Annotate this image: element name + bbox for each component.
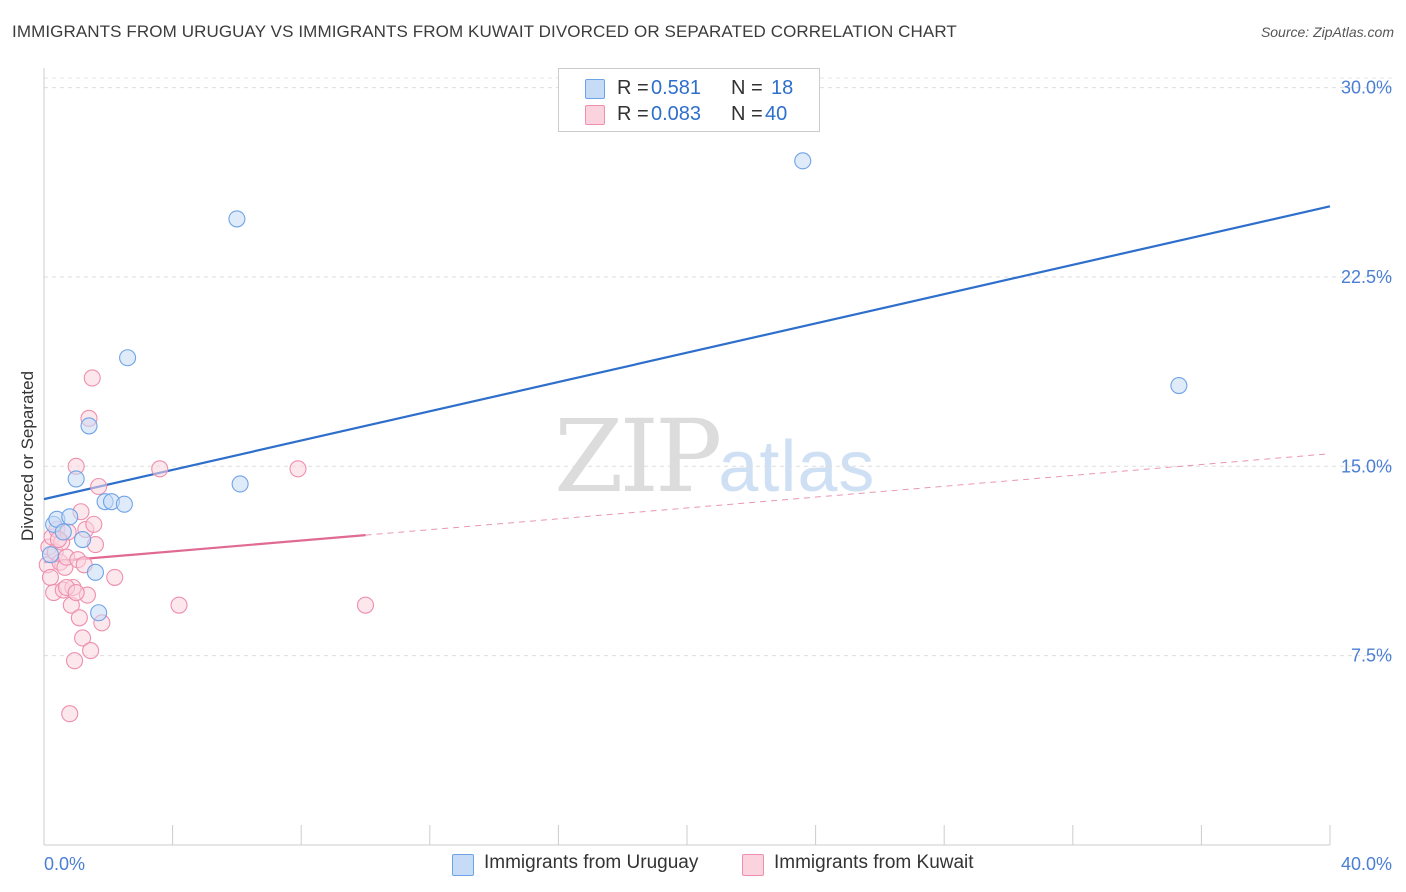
legend-r-label: R = [617, 77, 649, 99]
y-tick-label: 15.0% [1341, 456, 1392, 476]
y-axis-label: Divorced or Separated [18, 371, 37, 541]
kuwait-point [289, 460, 307, 478]
correlation-legend: R = 0.581 N = 18 R = 0.083 N = 40 [558, 68, 820, 132]
legend-n-value-kuwait: 40 [765, 103, 788, 125]
kuwait-point [83, 369, 101, 387]
kuwait-trend-extension [365, 453, 1331, 536]
label-layer: 7.5% 15.0% 22.5% 30.0% 0.0% 40.0% Divorced or … [18, 78, 1392, 874]
legend-r-value-kuwait: 0.083 [651, 103, 702, 125]
trend-layer [43, 205, 1331, 564]
kuwait-point [70, 609, 88, 627]
grid-layer [44, 77, 1392, 657]
kuwait-point [74, 629, 92, 647]
legend-r-label: R = [617, 103, 649, 125]
uruguay-trend-line [43, 205, 1331, 501]
kuwait-point [82, 642, 100, 660]
kuwait-point [106, 568, 124, 586]
y-tick-label: 7.5% [1351, 646, 1392, 666]
uruguay-point [61, 508, 79, 526]
source-credit: Source: ZipAtlas.com [1260, 24, 1394, 40]
legend-n-label: N = [731, 103, 763, 125]
kuwait-point [151, 460, 169, 478]
uruguay-point [228, 210, 246, 228]
axis-layer [43, 68, 1331, 846]
uruguay-point [86, 563, 104, 581]
y-tick-label: 30.0% [1341, 78, 1392, 98]
kuwait-point [61, 705, 79, 723]
uruguay-point [231, 475, 249, 493]
bottom-legend-label-kuwait: Immigrants from Kuwait [774, 852, 974, 873]
legend-n-value-uruguay: 18 [771, 77, 794, 99]
y-tick-label: 22.5% [1341, 267, 1392, 287]
chart-title: IMMIGRANTS FROM URUGUAY VS IMMIGRANTS FR… [12, 22, 957, 41]
kuwait-point [170, 596, 188, 614]
kuwait-point [67, 583, 85, 602]
bottom-legend-swatch-uruguay [452, 854, 474, 876]
kuwait-point [85, 515, 103, 533]
uruguay-point [1170, 376, 1188, 395]
uruguay-point [119, 349, 137, 367]
x-tick-label-min: 0.0% [44, 854, 85, 874]
uruguay-point [794, 152, 812, 170]
kuwait-point [65, 652, 84, 670]
legend-swatch-kuwait [585, 105, 605, 125]
legend-r-value-uruguay: 0.581 [651, 77, 702, 99]
legend-swatch-uruguay [585, 79, 605, 99]
uruguay-point [54, 523, 72, 541]
uruguay-point [80, 417, 98, 435]
kuwait-point [356, 596, 375, 614]
point-layer [38, 152, 1188, 723]
uruguay-point [90, 604, 108, 622]
kuwait-trend-line [43, 534, 366, 564]
bottom-legend-swatch-kuwait [742, 854, 764, 876]
kuwait-point [90, 477, 108, 496]
legend-n-label: N = [731, 77, 763, 99]
uruguay-point [115, 495, 133, 513]
uruguay-point [67, 470, 85, 488]
uruguay-point [74, 530, 92, 549]
uruguay-point [41, 546, 59, 564]
kuwait-point [41, 568, 59, 586]
bottom-legend-label-uruguay: Immigrants from Uruguay [484, 852, 699, 873]
x-tick-label-max: 40.0% [1341, 854, 1392, 874]
